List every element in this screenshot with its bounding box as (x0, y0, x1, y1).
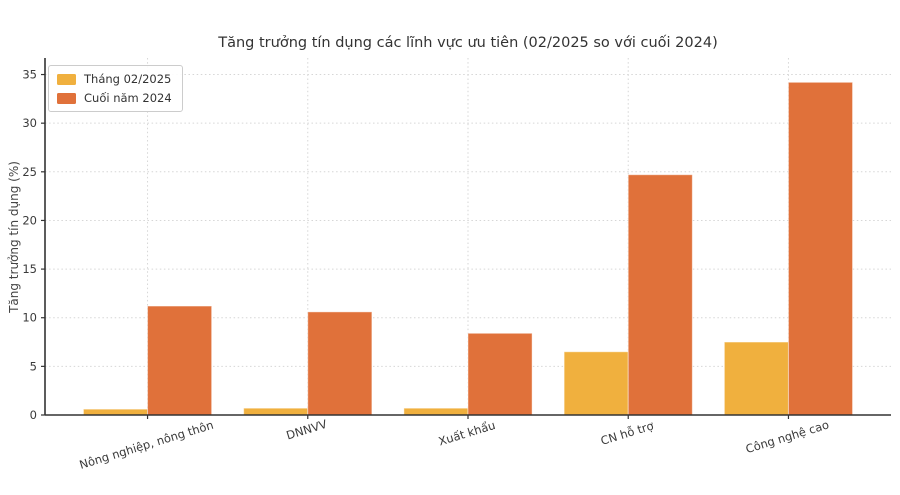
y-tick-label: 30 (22, 116, 37, 130)
bar (563, 351, 629, 416)
x-tick-label: Công nghệ cao (744, 417, 831, 456)
legend-label: Cuối năm 2024 (84, 91, 172, 105)
bar (723, 341, 789, 416)
legend-item: Cuối năm 2024 (57, 91, 172, 105)
legend: Tháng 02/2025 Cuối năm 2024 (48, 65, 183, 112)
bar (403, 407, 469, 416)
y-tick-label: 0 (30, 408, 37, 422)
x-tick-label: Xuất khẩu (437, 418, 497, 449)
legend-swatch-yearend (57, 92, 76, 104)
legend-item: Tháng 02/2025 (57, 72, 172, 86)
y-axis-label: Tăng trưởng tín dụng (%) (7, 161, 21, 313)
bar (243, 407, 309, 416)
x-tick-label: CN hỗ trợ (599, 419, 655, 448)
x-tick-label: Nông nghiệp, nông thôn (78, 418, 215, 472)
bar (467, 332, 533, 416)
y-tick-label: 15 (22, 262, 37, 276)
y-tick-label: 20 (22, 213, 37, 227)
y-tick-label: 10 (22, 311, 37, 325)
bar (82, 408, 149, 416)
legend-label: Tháng 02/2025 (84, 72, 172, 86)
bar (787, 81, 854, 416)
y-tick-label: 35 (22, 68, 37, 82)
legend-swatch-month (57, 73, 76, 85)
bar (147, 305, 213, 416)
y-tick-label: 25 (22, 165, 37, 179)
bar (627, 174, 693, 416)
y-tick-label: 5 (30, 359, 37, 373)
x-tick-label: DNNVV (285, 417, 329, 443)
chart-title: Tăng trưởng tín dụng các lĩnh vực ưu tiê… (218, 35, 718, 51)
bar (307, 311, 373, 416)
